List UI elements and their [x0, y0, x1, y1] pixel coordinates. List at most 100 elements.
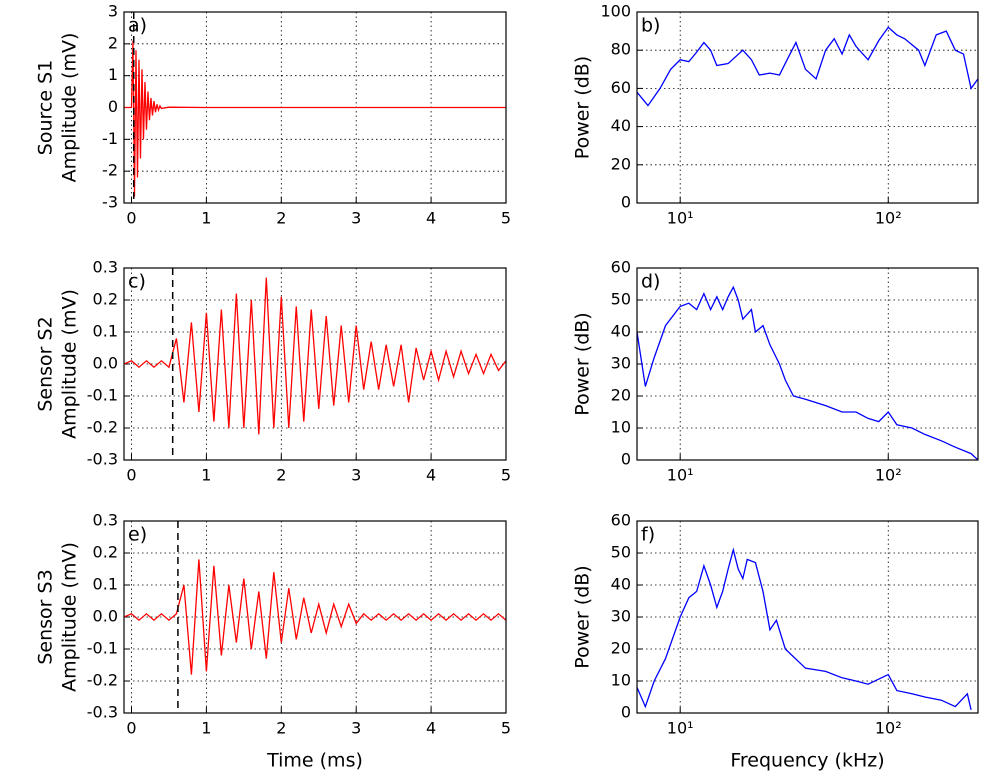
data-line: [637, 285, 978, 460]
y-tick-label: 40: [611, 116, 631, 135]
panel: 10¹ 10² 0 10 20 30 40 50 60 f) Power (dB) Frequency…: [572, 511, 979, 772]
panel-label: c): [128, 271, 146, 293]
y-tick-label: -3: [102, 193, 118, 212]
y-tick-label: -0.1: [87, 639, 118, 658]
y-tick-label: 20: [611, 639, 631, 658]
y-tick-label: 50: [611, 290, 631, 309]
panel-label: d): [641, 271, 660, 293]
x-tick-label: 0: [126, 466, 136, 485]
panel-label: f): [641, 524, 655, 546]
y-axis-label: Power (dB): [572, 565, 594, 668]
y-axis-label: Source S1: [35, 60, 57, 155]
y-tick-label: 10: [611, 671, 631, 690]
x-tick-label: 4: [426, 209, 436, 228]
y-tick-label: 30: [611, 607, 631, 626]
y-tick-label: 100: [600, 2, 631, 21]
y-tick-label: 0.2: [93, 290, 118, 309]
y-axis-label: Sensor S2: [35, 316, 57, 411]
x-tick-label: 4: [426, 466, 436, 485]
panel-label: b): [641, 15, 660, 37]
y-tick-label: 80: [611, 40, 631, 59]
y-tick-label: 0: [621, 450, 631, 469]
y-tick-label: 0: [621, 703, 631, 722]
y-tick-label: 1: [108, 65, 118, 84]
x-tick-label: 5: [501, 466, 511, 485]
panel: 10¹ 10² 0 20 40 60 80 100 b) Power (dB): [572, 2, 979, 228]
y-axis-label: Power (dB): [572, 56, 594, 159]
x-axis-label: Frequency (kHz): [730, 750, 884, 772]
y-axis-label: Amplitude (mV): [59, 542, 81, 692]
y-tick-label: 40: [611, 575, 631, 594]
x-tick-label: 10²: [875, 719, 902, 738]
panel-label: a): [128, 15, 147, 37]
y-axis-label: Amplitude (mV): [59, 33, 81, 183]
data-line: [637, 547, 972, 710]
x-tick-label: 10¹: [667, 209, 694, 228]
panel: 0 1 2 3 4 5 -0.3 -0.2 -0.1 0.0 0.1 0.2 0.3 e) Sensor S…: [35, 511, 512, 772]
y-axis-label: Power (dB): [572, 312, 594, 415]
y-tick-label: 0.3: [93, 258, 118, 277]
x-tick-label: 2: [276, 209, 286, 228]
y-tick-label: 60: [611, 258, 631, 277]
y-tick-label: 20: [611, 386, 631, 405]
data-line: [124, 559, 506, 675]
y-tick-label: 2: [108, 33, 118, 52]
axes-frame: [636, 520, 979, 714]
x-tick-label: 10¹: [667, 719, 694, 738]
y-tick-label: 0.1: [93, 322, 118, 341]
x-tick-label: 5: [501, 719, 511, 738]
x-tick-label: 10¹: [667, 466, 694, 485]
x-tick-label: 10²: [875, 209, 902, 228]
y-tick-label: -2: [102, 161, 118, 180]
axes-frame: [636, 267, 979, 461]
x-tick-label: 4: [426, 719, 436, 738]
y-axis-label: Amplitude (mV): [59, 289, 81, 439]
x-tick-label: 2: [276, 466, 286, 485]
data-line: [124, 40, 506, 197]
y-tick-label: 3: [108, 2, 118, 21]
x-tick-label: 3: [351, 209, 361, 228]
y-axis-label: Sensor S3: [35, 569, 57, 664]
y-tick-label: 10: [611, 418, 631, 437]
x-tick-label: 3: [351, 466, 361, 485]
y-tick-label: 0: [108, 97, 118, 116]
y-tick-label: 60: [611, 511, 631, 530]
data-line: [124, 277, 506, 435]
x-tick-label: 3: [351, 719, 361, 738]
y-tick-label: -0.1: [87, 386, 118, 405]
axes-frame: [123, 11, 507, 204]
y-tick-label: 40: [611, 322, 631, 341]
x-axis-label: Time (ms): [266, 750, 363, 772]
y-tick-label: -0.2: [87, 671, 118, 690]
axes-frame: [123, 520, 507, 714]
y-tick-label: 0.3: [93, 511, 118, 530]
x-tick-label: 1: [201, 719, 211, 738]
y-tick-label: 50: [611, 543, 631, 562]
x-tick-label: 1: [201, 209, 211, 228]
y-tick-label: -1: [102, 129, 118, 148]
y-tick-label: 0.0: [93, 354, 118, 373]
data-line: [637, 26, 978, 107]
y-tick-label: 20: [611, 154, 631, 173]
y-tick-label: -0.2: [87, 418, 118, 437]
x-tick-label: 5: [501, 209, 511, 228]
panel: 0 1 2 3 4 5 -3 -2 -1 0 1 2 3 a) Source S1 Amplitude (mV…: [35, 2, 512, 228]
y-tick-label: 60: [611, 78, 631, 97]
y-tick-label: 0.2: [93, 543, 118, 562]
axes-frame: [123, 267, 507, 461]
panel: 10¹ 10² 0 10 20 30 40 50 60 d) Power (dB): [572, 258, 979, 485]
panel: 0 1 2 3 4 5 -0.3 -0.2 -0.1 0.0 0.1 0.2 0.3 c) Sensor S…: [35, 258, 512, 485]
x-tick-label: 10²: [875, 466, 902, 485]
y-tick-label: -0.3: [87, 450, 118, 469]
x-tick-label: 0: [126, 719, 136, 738]
y-tick-label: 0.1: [93, 575, 118, 594]
x-tick-label: 2: [276, 719, 286, 738]
y-tick-label: 30: [611, 354, 631, 373]
y-tick-label: 0: [621, 193, 631, 212]
y-tick-label: -0.3: [87, 703, 118, 722]
axes-frame: [636, 11, 979, 204]
x-tick-label: 1: [201, 466, 211, 485]
x-tick-label: 0: [126, 209, 136, 228]
panel-label: e): [128, 524, 147, 546]
